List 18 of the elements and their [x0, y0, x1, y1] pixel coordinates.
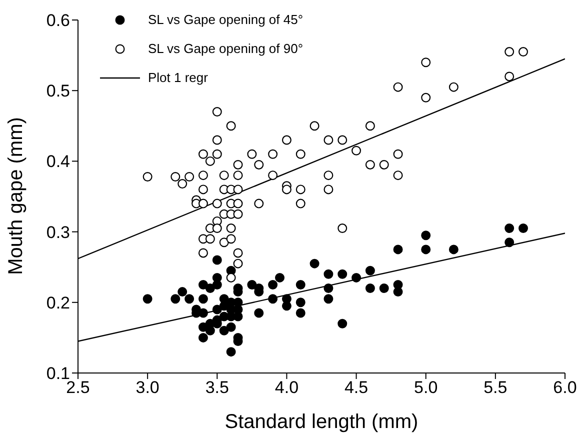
x-tick-label: 4.0	[274, 378, 299, 398]
y-tick-label: 0.3	[46, 222, 70, 242]
y-tick-label: 0.6	[46, 11, 70, 30]
legend-label: SL vs Gape opening of 45°	[148, 12, 304, 27]
x-tick-label: 4.5	[344, 378, 368, 398]
x-axis-title: Standard length (mm)	[224, 410, 420, 434]
x-tick-label: 5.5	[484, 378, 508, 398]
y-axis-title: Mouth gape (mm)	[4, 117, 28, 275]
x-tick-label: 6.0	[553, 378, 577, 398]
legend-label: Plot 1 regr	[148, 70, 208, 85]
y-tick-label: 0.5	[46, 82, 70, 101]
legend-label: SL vs Gape opening of 90°	[148, 41, 304, 56]
x-tick-label: 5.0	[414, 378, 438, 398]
y-tick-label: 0.4	[46, 152, 70, 172]
x-tick-label: 3.5	[205, 378, 229, 398]
y-tick-label: 0.2	[46, 293, 70, 312]
x-tick-label: 3.0	[136, 378, 160, 398]
x-tick-label: 2.5	[66, 378, 90, 398]
